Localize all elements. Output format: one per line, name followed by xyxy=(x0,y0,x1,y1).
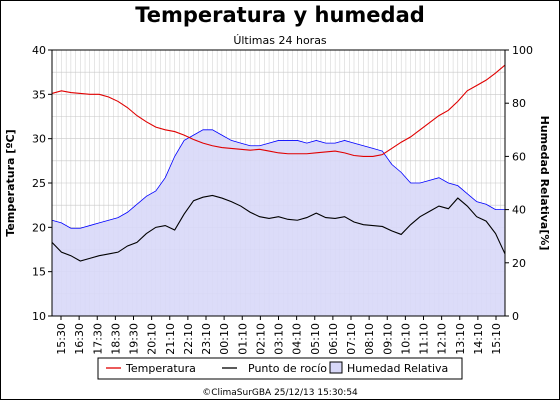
x-tick-label: 19:30 xyxy=(128,323,141,355)
x-tick-label: 14:10 xyxy=(472,323,485,355)
x-tick-label: 06:10 xyxy=(327,323,340,355)
left-tick-label: 15 xyxy=(32,266,46,279)
right-tick-label: 40 xyxy=(512,204,526,217)
x-tick-label: 20:10 xyxy=(146,323,159,355)
series-layer xyxy=(51,64,506,316)
series-line-temperatura xyxy=(51,64,506,157)
x-tick-label: 05:10 xyxy=(309,323,322,355)
x-tick-label: 00:10 xyxy=(218,323,231,355)
left-tick-label: 35 xyxy=(32,88,46,101)
x-tick-label: 18:30 xyxy=(109,323,122,355)
credit-text: ©ClimaSurGBA 25/12/13 15:30:54 xyxy=(202,388,358,398)
right-tick-label: 60 xyxy=(512,150,526,163)
x-tick-label: 10:10 xyxy=(399,323,412,355)
left-tick-label: 30 xyxy=(32,133,46,146)
x-tick-label: 15:10 xyxy=(490,323,503,355)
legend: Temperatura Punto de rocío Humedad Relat… xyxy=(97,357,463,380)
x-tick-label: 04:10 xyxy=(291,323,304,355)
x-axis-ticks: 15:30 16:30 17:30 18:30 19:30 20:10 21:10 22:10… xyxy=(55,316,503,355)
legend-label-humedad: Humedad Relativa xyxy=(347,362,448,375)
legend-box xyxy=(97,357,463,380)
x-tick-label: 09:10 xyxy=(381,323,394,355)
series-line-humedad-relativa xyxy=(51,129,505,229)
right-axis-label: Humedad Relativa[%] xyxy=(538,116,551,251)
series-area-humedad-relativa xyxy=(52,129,505,316)
x-tick-label: 13:10 xyxy=(454,323,467,355)
left-tick-label: 10 xyxy=(32,310,46,323)
right-tick-label: 100 xyxy=(512,44,533,57)
legend-label-temperatura: Temperatura xyxy=(125,362,196,375)
left-axis-label: Temperatura [ºC] xyxy=(4,129,17,236)
x-tick-label: 02:10 xyxy=(254,323,267,355)
chart-subtitle: Últimas 24 horas xyxy=(233,34,327,47)
right-tick-label: 0 xyxy=(512,310,519,323)
x-tick-label: 23:10 xyxy=(200,323,213,355)
right-axis-ticks: 0 20 40 60 80 100 xyxy=(505,44,533,323)
x-tick-label: 01:10 xyxy=(236,323,249,355)
left-tick-label: 25 xyxy=(32,177,46,190)
x-tick-label: 16:30 xyxy=(73,323,86,355)
legend-label-punto-de-rocio: Punto de rocío xyxy=(248,362,327,375)
x-tick-label: 21:10 xyxy=(164,323,177,355)
x-tick-label: 15:30 xyxy=(55,323,68,355)
x-tick-label: 17:30 xyxy=(91,323,104,355)
x-tick-label: 12:10 xyxy=(436,323,449,355)
legend-swatch-humedad xyxy=(329,361,343,374)
x-tick-label: 08:10 xyxy=(363,323,376,355)
left-tick-label: 20 xyxy=(32,221,46,234)
chart-title: Temperatura y humedad xyxy=(135,3,425,27)
x-tick-label: 03:10 xyxy=(273,323,286,355)
x-tick-label: 22:10 xyxy=(182,323,195,355)
left-axis-ticks: 10 15 20 25 30 35 40 xyxy=(32,44,52,323)
right-tick-label: 80 xyxy=(512,97,526,110)
left-tick-label: 40 xyxy=(32,44,46,57)
series-line-punto-de-rocio xyxy=(51,194,506,262)
x-tick-label: 11:10 xyxy=(418,323,431,355)
x-tick-label: 07:10 xyxy=(345,323,358,355)
right-tick-label: 20 xyxy=(512,257,526,270)
